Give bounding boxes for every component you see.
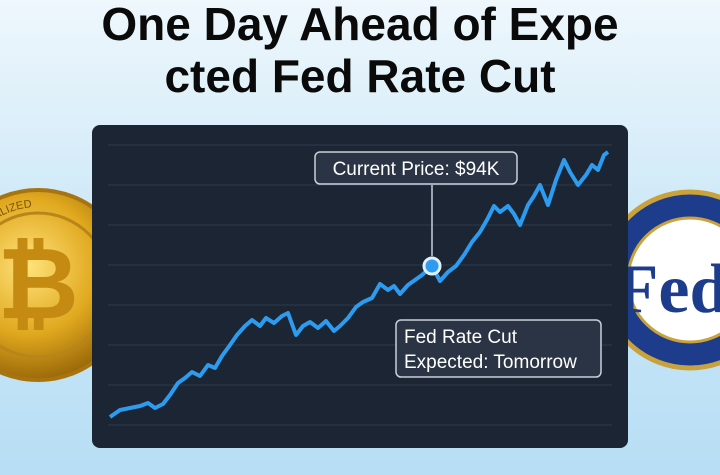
event-label: Expected: Tomorrow: [404, 352, 577, 373]
price-label: Current Price: $94K: [333, 159, 500, 180]
event-callout: [395, 319, 602, 378]
grid: [108, 144, 612, 426]
title-line: cted Fed Rate Cut: [164, 50, 555, 102]
event-label: Fed Rate Cut: [404, 327, 518, 348]
price-line: [108, 150, 610, 419]
price-callout: [314, 151, 518, 185]
coin-symbol: ₿: [0, 228, 79, 340]
seal-text: Fed: [616, 251, 720, 328]
current-point: [422, 256, 442, 276]
fed-seal: Fed: [599, 189, 720, 371]
title-line: One Day Ahead of Expe: [101, 0, 618, 50]
